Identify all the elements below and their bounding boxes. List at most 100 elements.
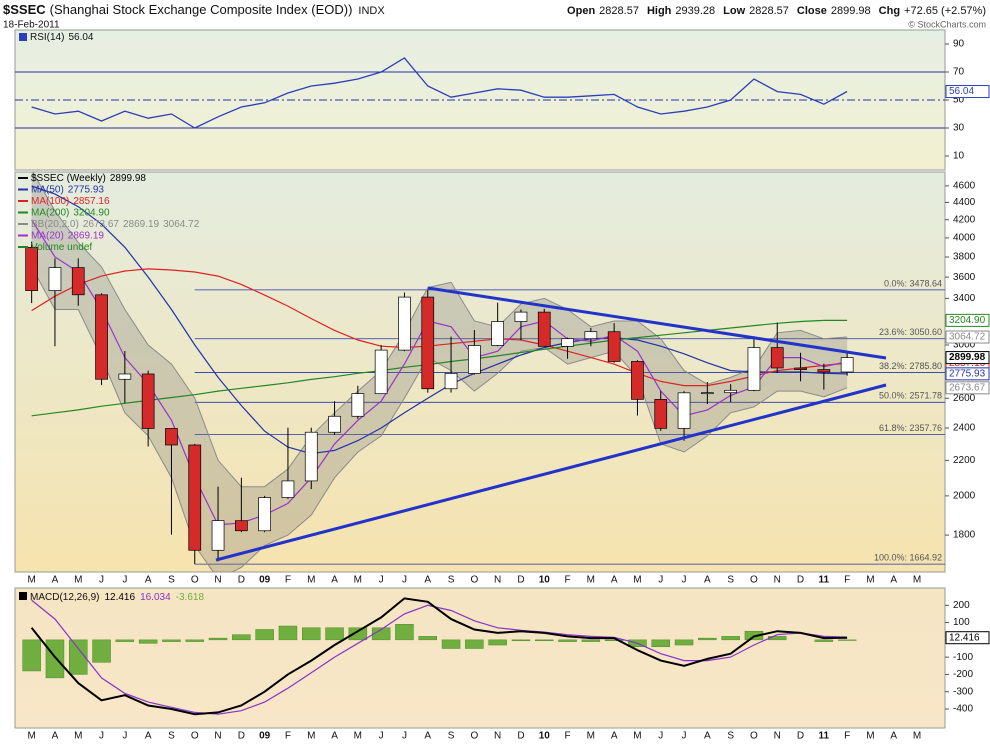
candle-body	[258, 497, 271, 532]
legend: Volume undef	[31, 242, 92, 253]
candle-body	[25, 246, 38, 291]
x-tick-label: 11	[819, 731, 830, 742]
histogram-bar	[581, 639, 601, 642]
legend-name: MA(20)	[31, 230, 64, 241]
histogram-bar	[302, 627, 321, 641]
macd-plot	[22, 597, 857, 716]
trend-lines	[215, 286, 887, 562]
candle-body	[95, 294, 108, 380]
x-tick-label: F	[844, 575, 850, 586]
legend-value: 2869.19	[68, 230, 105, 241]
histogram-bar	[208, 637, 228, 641]
macd-line	[31, 599, 848, 715]
value-box	[945, 631, 990, 645]
candle-body	[304, 431, 318, 482]
histogram-bar	[465, 639, 484, 649]
x-tick-label: M	[587, 575, 595, 586]
x-tick-label: D	[517, 731, 524, 742]
legend-swatch	[18, 188, 28, 191]
x-tick-label: N	[494, 731, 501, 742]
x-tick-label: O	[191, 575, 199, 586]
value-box	[945, 330, 990, 344]
x-tick-label: 10	[539, 575, 551, 586]
candle-body	[141, 373, 155, 429]
legend: $SSEC (Weekly) 2899.98	[31, 173, 146, 184]
x-tick-label: J	[402, 575, 407, 586]
value-box-label: 3204.90	[949, 315, 986, 326]
y-tick-label: 4000	[953, 233, 976, 244]
candle-body	[118, 373, 132, 380]
legend: MACD(12,26,9) 12.416 16.034 -3.618	[30, 592, 204, 603]
legend-name: Volume undef	[31, 242, 92, 253]
y-tick-label: 2600	[953, 393, 976, 404]
histogram-bar	[395, 624, 414, 641]
symbol: $SSEC	[3, 2, 46, 17]
x-tick-label: A	[52, 731, 59, 742]
legend-name: BB(20,2.0)	[31, 219, 79, 230]
histogram-bar	[162, 639, 181, 642]
x-tick-label: J	[379, 731, 384, 742]
y-tick-label: 4400	[953, 197, 976, 208]
y-tick-label: -400	[953, 704, 973, 715]
candle-body	[631, 361, 644, 400]
value-box-label: 56.04	[949, 86, 974, 97]
y-tick-label: 3400	[953, 293, 976, 304]
candle-body	[794, 367, 807, 370]
y-tick-label: 1800	[953, 530, 976, 541]
x-tick-label: A	[890, 575, 897, 586]
rsi-line	[31, 57, 848, 129]
x-tick-label: M	[354, 731, 362, 742]
histogram-bar	[418, 636, 437, 641]
x-tick-label: M	[587, 731, 595, 742]
value-box	[945, 367, 990, 381]
y-tick-label: 4200	[953, 214, 976, 225]
x-tick-label: A	[331, 731, 338, 742]
x-tick-label: F	[844, 731, 850, 742]
histogram-bar	[255, 629, 274, 641]
legend-value: 2857.16	[73, 196, 110, 207]
legend-name: MA(100)	[31, 196, 69, 207]
y-tick-label: 90	[953, 39, 965, 50]
x-tick-label: N	[774, 731, 781, 742]
candle-body	[468, 345, 481, 374]
candle-body	[700, 392, 714, 395]
price-plot	[25, 172, 945, 572]
candle-body	[654, 399, 668, 429]
candle-body	[71, 267, 85, 296]
value-box-label: 3064.72	[949, 332, 986, 343]
x-tick-label: N	[774, 575, 781, 586]
quote-label: Open	[567, 5, 595, 17]
histogram-bar	[69, 639, 88, 675]
x-tick-label: M	[633, 575, 641, 586]
quote: Open 2828.57 High 2939.28 Low 2828.57 Close 289…	[567, 5, 986, 17]
x-tick-label: A	[704, 575, 711, 586]
y-tick-label: 3000	[953, 340, 976, 351]
x-tick-label: M	[866, 731, 874, 742]
x-tick-label: D	[797, 731, 804, 742]
x-tick-label: J	[379, 575, 384, 586]
x-tick-label: M	[307, 575, 315, 586]
x-tick-label: S	[727, 575, 734, 586]
x-tick-label: O	[470, 731, 478, 742]
candle-body	[770, 347, 784, 369]
fib-label: 50.0%: 2571.78	[879, 391, 942, 401]
fib-label: 23.6%: 3050.60	[879, 327, 942, 337]
quote-label: Close	[797, 5, 827, 17]
candle-body	[537, 311, 551, 347]
candle-body	[840, 357, 854, 373]
x-tick-label: J	[658, 575, 663, 586]
candle-body	[281, 480, 295, 498]
histogram-bar	[837, 639, 857, 641]
quote-value: 2939.28	[675, 5, 715, 17]
x-tick-label: F	[285, 575, 291, 586]
y-tick-label: 3600	[953, 272, 976, 283]
x-tick-label: S	[448, 731, 455, 742]
x-tick-label: M	[307, 731, 315, 742]
y-tick-label: 70	[953, 67, 965, 78]
legend-swatch	[18, 211, 28, 214]
date: 18-Feb-2011	[3, 20, 60, 31]
moving-average	[31, 268, 848, 387]
legend-value: 16.034	[140, 592, 171, 603]
legend-name: $SSEC (Weekly)	[31, 173, 106, 184]
x-tick-label: M	[74, 731, 82, 742]
